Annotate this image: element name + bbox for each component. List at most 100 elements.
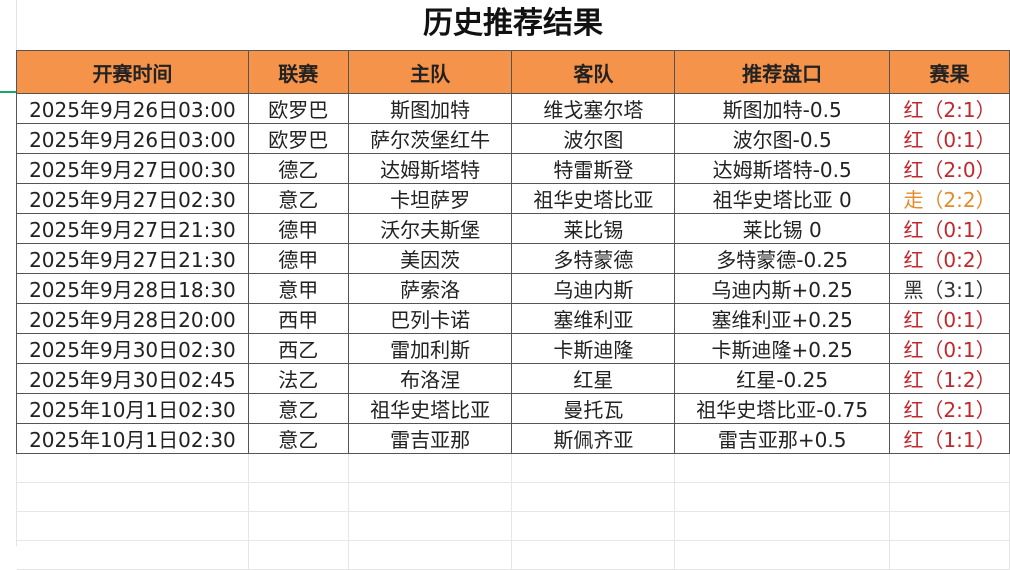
empty-cell[interactable]	[889, 540, 1010, 570]
column-header-pick[interactable]: 推荐盘口	[674, 50, 891, 94]
empty-cell[interactable]	[248, 482, 349, 512]
empty-cell[interactable]	[348, 540, 513, 570]
empty-cell[interactable]	[889, 511, 1010, 541]
cell-result[interactable]: 红（0:1）	[889, 123, 1010, 154]
cell-league[interactable]: 西乙	[247, 333, 349, 364]
cell-time[interactable]: 2025年9月27日02:30	[16, 183, 249, 214]
cell-time[interactable]: 2025年10月1日02:30	[16, 393, 249, 424]
cell-pick[interactable]: 斯图加特-0.5	[674, 93, 891, 124]
cell-away[interactable]: 维戈塞尔塔	[511, 93, 676, 124]
cell-pick[interactable]: 波尔图-0.5	[674, 123, 891, 154]
cell-pick[interactable]: 多特蒙德-0.25	[674, 243, 891, 274]
cell-pick[interactable]: 卡斯迪隆+0.25	[674, 333, 891, 364]
cell-home[interactable]: 达姆斯塔特	[347, 153, 513, 184]
cell-away[interactable]: 祖华史塔比亚	[511, 183, 676, 214]
cell-pick[interactable]: 雷吉亚那+0.5	[674, 423, 891, 454]
cell-league[interactable]: 欧罗巴	[247, 123, 349, 154]
empty-cell[interactable]	[16, 511, 249, 541]
empty-cell[interactable]	[348, 482, 513, 512]
empty-cell[interactable]	[511, 540, 676, 570]
empty-cell[interactable]	[248, 540, 349, 570]
cell-league[interactable]: 意乙	[247, 423, 349, 454]
cell-pick[interactable]: 达姆斯塔特-0.5	[674, 153, 891, 184]
column-header-home[interactable]: 主队	[347, 50, 513, 94]
cell-league[interactable]: 意乙	[247, 183, 349, 214]
column-header-result[interactable]: 赛果	[889, 50, 1010, 94]
empty-cell[interactable]	[16, 540, 249, 570]
empty-cell[interactable]	[674, 511, 891, 541]
cell-pick[interactable]: 塞维利亚+0.25	[674, 303, 891, 334]
cell-result[interactable]: 黑（3:1）	[889, 273, 1010, 304]
cell-pick[interactable]: 祖华史塔比亚-0.75	[674, 393, 891, 424]
cell-league[interactable]: 意甲	[247, 273, 349, 304]
cell-league[interactable]: 德甲	[247, 213, 349, 244]
cell-result[interactable]: 红（2:0）	[889, 153, 1010, 184]
cell-pick[interactable]: 莱比锡 0	[674, 213, 891, 244]
cell-time[interactable]: 2025年9月26日03:00	[16, 123, 249, 154]
cell-result[interactable]: 红（2:1）	[889, 393, 1010, 424]
cell-away[interactable]: 多特蒙德	[511, 243, 676, 274]
cell-pick[interactable]: 红星-0.25	[674, 363, 891, 394]
cell-home[interactable]: 萨索洛	[347, 273, 513, 304]
empty-cell[interactable]	[511, 511, 676, 541]
column-header-time[interactable]: 开赛时间	[16, 50, 249, 94]
empty-cell[interactable]	[674, 540, 891, 570]
empty-cell[interactable]	[16, 453, 249, 483]
cell-time[interactable]: 2025年9月26日03:00	[16, 93, 249, 124]
cell-away[interactable]: 波尔图	[511, 123, 676, 154]
cell-home[interactable]: 祖华史塔比亚	[347, 393, 513, 424]
empty-cell[interactable]	[889, 482, 1010, 512]
cell-league[interactable]: 德乙	[247, 153, 349, 184]
column-header-away[interactable]: 客队	[511, 50, 676, 94]
cell-away[interactable]: 特雷斯登	[511, 153, 676, 184]
cell-away[interactable]: 斯佩齐亚	[511, 423, 676, 454]
cell-away[interactable]: 曼托瓦	[511, 393, 676, 424]
cell-time[interactable]: 2025年9月30日02:30	[16, 333, 249, 364]
cell-result[interactable]: 红（0:1）	[889, 303, 1010, 334]
cell-time[interactable]: 2025年9月30日02:45	[16, 363, 249, 394]
cell-result[interactable]: 红（1:1）	[889, 423, 1010, 454]
cell-home[interactable]: 巴列卡诺	[347, 303, 513, 334]
cell-pick[interactable]: 乌迪内斯+0.25	[674, 273, 891, 304]
cell-home[interactable]: 卡坦萨罗	[347, 183, 513, 214]
cell-time[interactable]: 2025年9月28日20:00	[16, 303, 249, 334]
cell-home[interactable]: 雷吉亚那	[347, 423, 513, 454]
cell-pick[interactable]: 祖华史塔比亚 0	[674, 183, 891, 214]
empty-cell[interactable]	[511, 453, 676, 483]
empty-cell[interactable]	[674, 482, 891, 512]
cell-result[interactable]: 走（2:2）	[889, 183, 1010, 214]
cell-time[interactable]: 2025年9月27日21:30	[16, 213, 249, 244]
cell-time[interactable]: 2025年9月27日00:30	[16, 153, 249, 184]
cell-result[interactable]: 红（2:1）	[889, 93, 1010, 124]
empty-cell[interactable]	[16, 482, 249, 512]
cell-home[interactable]: 萨尔茨堡红牛	[347, 123, 513, 154]
cell-home[interactable]: 布洛涅	[347, 363, 513, 394]
cell-home[interactable]: 斯图加特	[347, 93, 513, 124]
cell-result[interactable]: 红（0:1）	[889, 213, 1010, 244]
cell-away[interactable]: 莱比锡	[511, 213, 676, 244]
cell-time[interactable]: 2025年9月27日21:30	[16, 243, 249, 274]
cell-league[interactable]: 德甲	[247, 243, 349, 274]
cell-time[interactable]: 2025年10月1日02:30	[16, 423, 249, 454]
empty-cell[interactable]	[348, 511, 513, 541]
cell-league[interactable]: 法乙	[247, 363, 349, 394]
cell-away[interactable]: 塞维利亚	[511, 303, 676, 334]
empty-cell[interactable]	[248, 453, 349, 483]
cell-away[interactable]: 红星	[511, 363, 676, 394]
cell-result[interactable]: 红（1:2）	[889, 363, 1010, 394]
empty-cell[interactable]	[348, 453, 513, 483]
empty-cell[interactable]	[674, 453, 891, 483]
empty-cell[interactable]	[248, 511, 349, 541]
cell-away[interactable]: 乌迪内斯	[511, 273, 676, 304]
cell-home[interactable]: 美因茨	[347, 243, 513, 274]
empty-cell[interactable]	[511, 482, 676, 512]
cell-time[interactable]: 2025年9月28日18:30	[16, 273, 249, 304]
cell-away[interactable]: 卡斯迪隆	[511, 333, 676, 364]
column-header-league[interactable]: 联赛	[247, 50, 349, 94]
cell-league[interactable]: 西甲	[247, 303, 349, 334]
cell-home[interactable]: 沃尔夫斯堡	[347, 213, 513, 244]
cell-home[interactable]: 雷加利斯	[347, 333, 513, 364]
cell-result[interactable]: 红（0:2）	[889, 243, 1010, 274]
cell-league[interactable]: 意乙	[247, 393, 349, 424]
cell-league[interactable]: 欧罗巴	[247, 93, 349, 124]
